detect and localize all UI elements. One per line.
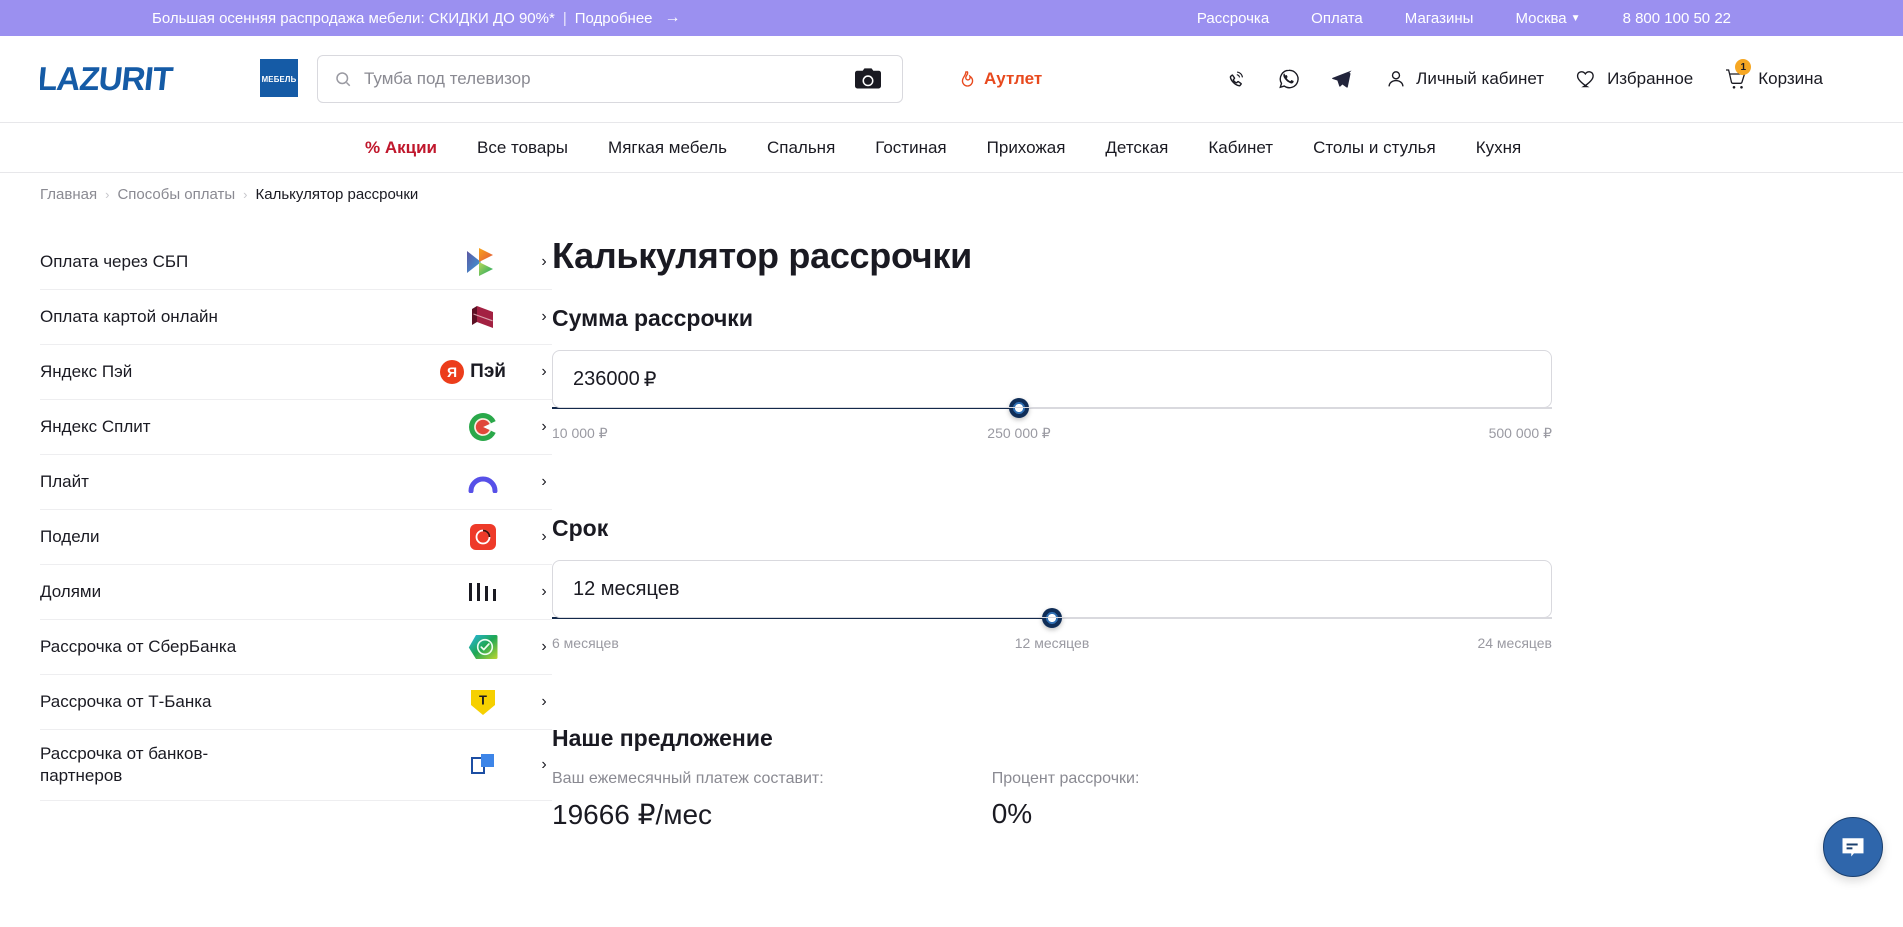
svg-text:LAZURIT: LAZURIT — [40, 61, 174, 98]
svg-text:T: T — [479, 692, 487, 707]
svg-text:Я: Я — [447, 364, 457, 380]
svg-text:МЕБЕЛЬ: МЕБЕЛЬ — [262, 75, 297, 84]
